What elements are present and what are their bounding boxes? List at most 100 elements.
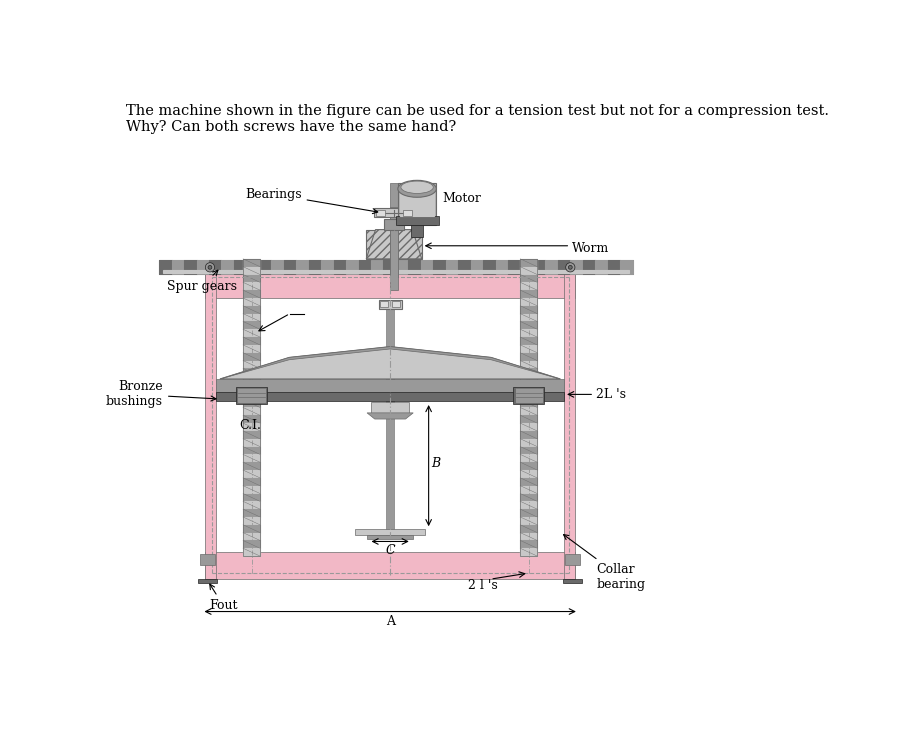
Bar: [355, 529, 425, 535]
Bar: [400, 192, 434, 216]
Bar: [411, 225, 423, 238]
Bar: [243, 376, 260, 384]
Bar: [520, 447, 537, 454]
Bar: [216, 298, 564, 552]
Ellipse shape: [205, 262, 214, 272]
Ellipse shape: [208, 265, 212, 269]
Bar: [565, 553, 581, 565]
Text: B: B: [431, 457, 440, 470]
Bar: [243, 259, 260, 556]
Bar: [471, 260, 483, 274]
Bar: [243, 486, 260, 493]
Text: Motor: Motor: [442, 192, 482, 205]
Bar: [199, 579, 217, 583]
Bar: [384, 219, 404, 229]
Bar: [243, 384, 260, 392]
Bar: [374, 208, 414, 217]
Bar: [243, 462, 260, 470]
Bar: [243, 329, 260, 337]
Ellipse shape: [398, 180, 436, 197]
Text: 2L 's: 2L 's: [596, 388, 627, 401]
Bar: [243, 431, 260, 438]
Polygon shape: [367, 413, 413, 419]
Bar: [284, 260, 296, 274]
Bar: [520, 438, 537, 447]
Bar: [367, 535, 413, 539]
Text: Worm: Worm: [572, 241, 609, 255]
Bar: [563, 579, 582, 583]
Bar: [520, 259, 537, 556]
Bar: [243, 541, 260, 548]
Polygon shape: [366, 229, 421, 259]
Bar: [608, 260, 620, 274]
Bar: [620, 260, 633, 274]
Bar: [387, 309, 394, 535]
Bar: [595, 260, 608, 274]
Bar: [243, 290, 260, 298]
Bar: [520, 415, 537, 423]
Bar: [520, 470, 537, 478]
Bar: [520, 306, 537, 314]
Bar: [163, 271, 629, 274]
Bar: [520, 282, 537, 290]
Bar: [243, 509, 260, 517]
Bar: [380, 302, 387, 308]
Bar: [358, 260, 371, 274]
Bar: [209, 260, 222, 274]
Bar: [520, 408, 537, 415]
Bar: [520, 314, 537, 321]
Ellipse shape: [569, 265, 572, 269]
Bar: [520, 525, 537, 532]
Bar: [159, 260, 633, 274]
Bar: [236, 387, 267, 404]
Bar: [200, 553, 215, 565]
Bar: [520, 509, 537, 517]
Bar: [520, 502, 537, 509]
Bar: [205, 552, 575, 579]
Bar: [205, 271, 575, 298]
Bar: [243, 493, 260, 502]
Bar: [520, 486, 537, 493]
Bar: [184, 260, 197, 274]
Text: 2 l 's: 2 l 's: [468, 579, 497, 592]
Text: Spur gears: Spur gears: [167, 270, 237, 293]
Bar: [243, 345, 260, 353]
Text: The machine shown in the figure can be used for a tension test but not for a com: The machine shown in the figure can be u…: [126, 104, 829, 118]
Bar: [520, 454, 537, 462]
Bar: [243, 525, 260, 532]
Bar: [520, 259, 537, 267]
Bar: [390, 183, 398, 277]
Bar: [243, 353, 260, 360]
Bar: [243, 298, 260, 306]
Bar: [520, 532, 537, 541]
Bar: [243, 321, 260, 329]
Bar: [396, 216, 439, 225]
Bar: [520, 345, 537, 353]
Bar: [243, 399, 260, 408]
Bar: [243, 517, 260, 525]
Bar: [197, 260, 209, 274]
Text: Fout: Fout: [209, 584, 237, 612]
Bar: [520, 321, 537, 329]
Bar: [520, 260, 533, 274]
Ellipse shape: [401, 181, 433, 193]
Bar: [520, 462, 537, 470]
Bar: [216, 379, 564, 394]
Bar: [520, 431, 537, 438]
Bar: [243, 314, 260, 321]
Bar: [520, 392, 537, 399]
Bar: [243, 368, 260, 376]
Bar: [243, 548, 260, 556]
Bar: [520, 353, 537, 360]
Text: Bearings: Bearings: [245, 188, 377, 214]
Bar: [520, 290, 537, 298]
Bar: [243, 438, 260, 447]
Bar: [346, 260, 358, 274]
Bar: [271, 260, 284, 274]
Bar: [520, 267, 537, 274]
Text: A: A: [386, 614, 395, 628]
Bar: [516, 388, 542, 402]
Bar: [520, 384, 537, 392]
Bar: [403, 210, 412, 216]
Bar: [243, 259, 260, 556]
